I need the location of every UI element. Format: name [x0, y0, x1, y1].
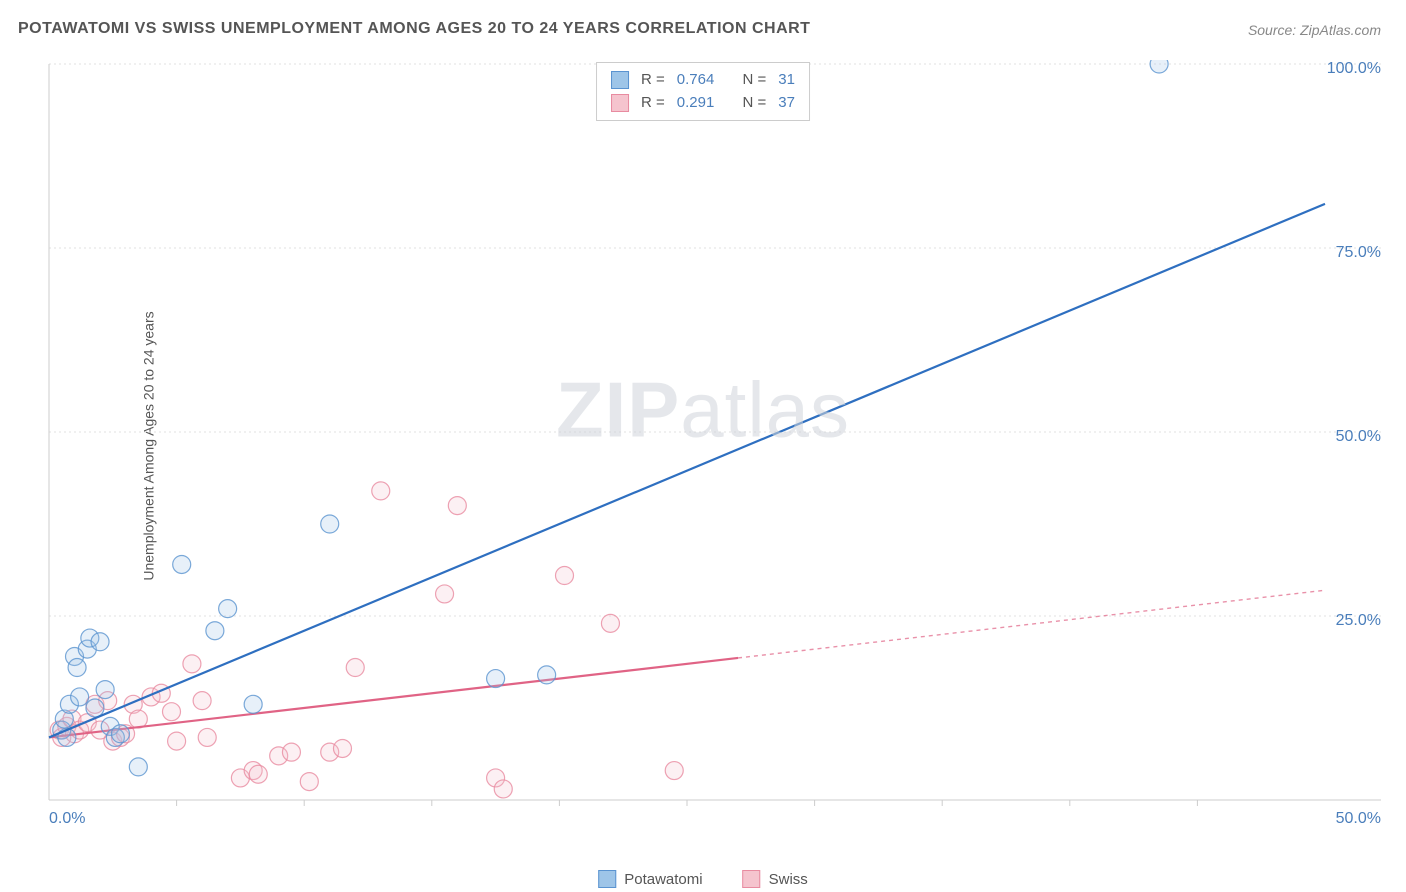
scatter-point	[448, 497, 466, 515]
scatter-point	[494, 780, 512, 798]
stats-n-value-potawatomi: 31	[778, 69, 795, 92]
scatter-point	[282, 743, 300, 761]
scatter-point	[487, 670, 505, 688]
scatter-point	[206, 622, 224, 640]
scatter-point	[71, 688, 89, 706]
legend-label-swiss: Swiss	[769, 871, 808, 888]
bottom-legend: Potawatomi Swiss	[598, 870, 808, 888]
legend-swatch-swiss	[743, 870, 761, 888]
scatter-point	[129, 758, 147, 776]
scatter-point	[300, 773, 318, 791]
stats-row-potawatomi: R = 0.764 N = 31	[611, 69, 795, 92]
scatter-point	[372, 482, 390, 500]
scatter-point	[665, 762, 683, 780]
y-tick-label: 50.0%	[1336, 428, 1381, 446]
stats-r-value-potawatomi: 0.764	[677, 69, 715, 92]
regression-line-dashed	[738, 590, 1325, 658]
legend-swatch-potawatomi	[598, 870, 616, 888]
chart-title: POTAWATOMI VS SWISS UNEMPLOYMENT AMONG A…	[18, 20, 810, 38]
scatter-point	[601, 614, 619, 632]
scatter-point	[111, 725, 129, 743]
stats-n-label: N =	[743, 69, 767, 92]
legend-item-potawatomi: Potawatomi	[598, 870, 702, 888]
scatter-point	[1150, 60, 1168, 73]
stats-box: R = 0.764 N = 31 R = 0.291 N = 37	[596, 62, 810, 121]
source-value: ZipAtlas.com	[1300, 22, 1381, 38]
scatter-point	[436, 585, 454, 603]
scatter-point	[183, 655, 201, 673]
source-attribution: Source: ZipAtlas.com	[1248, 22, 1381, 38]
regression-line	[49, 204, 1325, 738]
scatter-point	[198, 728, 216, 746]
scatter-point	[162, 703, 180, 721]
stats-row-swiss: R = 0.291 N = 37	[611, 92, 795, 115]
y-tick-label: 75.0%	[1336, 244, 1381, 262]
stats-r-value-swiss: 0.291	[677, 92, 715, 115]
scatter-point	[321, 515, 339, 533]
scatter-point	[249, 765, 267, 783]
swatch-potawatomi	[611, 71, 629, 89]
scatter-point	[556, 567, 574, 585]
stats-n-value-swiss: 37	[778, 92, 795, 115]
swatch-swiss	[611, 94, 629, 112]
scatter-point	[86, 699, 104, 717]
scatter-point	[173, 555, 191, 573]
y-tick-label: 25.0%	[1336, 612, 1381, 630]
x-tick-label: 50.0%	[1336, 810, 1381, 828]
stats-r-label: R =	[641, 92, 665, 115]
x-tick-label: 0.0%	[49, 810, 85, 828]
source-label: Source:	[1248, 22, 1300, 38]
scatter-point	[346, 659, 364, 677]
stats-r-label: R =	[641, 69, 665, 92]
y-tick-label: 100.0%	[1327, 60, 1381, 78]
scatter-point	[219, 600, 237, 618]
stats-n-label: N =	[743, 92, 767, 115]
scatter-point	[538, 666, 556, 684]
scatter-point	[244, 695, 262, 713]
legend-item-swiss: Swiss	[743, 870, 808, 888]
scatter-point	[168, 732, 186, 750]
scatter-point	[68, 659, 86, 677]
scatter-point	[333, 739, 351, 757]
scatter-point	[193, 692, 211, 710]
legend-label-potawatomi: Potawatomi	[624, 871, 702, 888]
scatter-point	[96, 681, 114, 699]
scatter-point	[91, 633, 109, 651]
chart-svg	[45, 60, 1385, 830]
plot-area	[45, 60, 1385, 830]
